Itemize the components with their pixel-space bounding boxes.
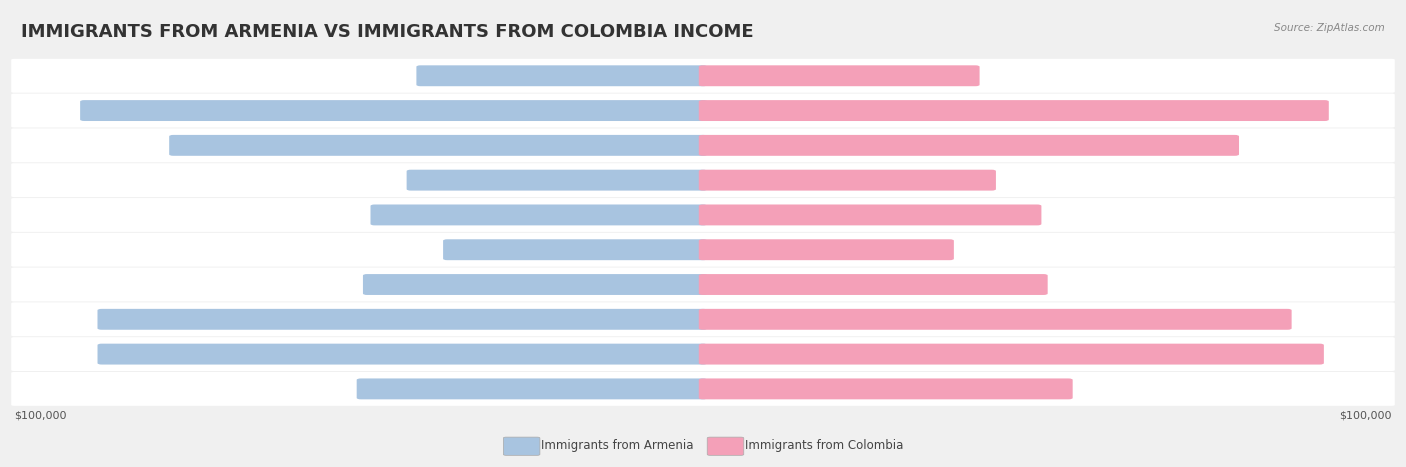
Text: $42,971: $42,971 <box>983 69 1031 82</box>
Text: $83,555: $83,555 <box>181 139 236 152</box>
Text: $57,658: $57,658 <box>1076 382 1123 396</box>
Text: $97,290: $97,290 <box>1257 347 1312 361</box>
Text: Median Household Income: Median Household Income <box>626 139 780 152</box>
Text: $40,340: $40,340 <box>392 243 440 256</box>
Text: Householder Age | 45 - 64 years: Householder Age | 45 - 64 years <box>607 347 799 361</box>
Text: $44,552: $44,552 <box>366 69 413 82</box>
Text: Source: ZipAtlas.com: Source: ZipAtlas.com <box>1274 23 1385 33</box>
Text: $53,974: $53,974 <box>305 382 354 396</box>
Text: IMMIGRANTS FROM ARMENIA VS IMMIGRANTS FROM COLOMBIA INCOME: IMMIGRANTS FROM ARMENIA VS IMMIGRANTS FR… <box>21 23 754 42</box>
Text: $98,067: $98,067 <box>1263 104 1316 117</box>
Text: $45,550: $45,550 <box>998 174 1047 187</box>
Text: $83,902: $83,902 <box>1173 139 1226 152</box>
Text: $46,094: $46,094 <box>356 174 404 187</box>
Text: $97,605: $97,605 <box>93 104 146 117</box>
Text: Per Capita Income: Per Capita Income <box>650 69 756 82</box>
Text: Median Male Earnings: Median Male Earnings <box>638 208 768 221</box>
Text: $94,867: $94,867 <box>110 313 165 326</box>
Text: $52,725: $52,725 <box>1045 208 1092 221</box>
Text: $100,000: $100,000 <box>1340 411 1392 421</box>
Text: $100,000: $100,000 <box>14 411 66 421</box>
Text: $51,793: $51,793 <box>319 208 368 221</box>
Text: $38,913: $38,913 <box>956 243 1005 256</box>
Text: $52,986: $52,986 <box>312 278 360 291</box>
Text: Householder Age | 25 - 44 years: Householder Age | 25 - 44 years <box>607 313 799 326</box>
Text: Median Female Earnings: Median Female Earnings <box>631 243 775 256</box>
Text: Householder Age | Over 65 years: Householder Age | Over 65 years <box>605 382 801 396</box>
Text: Immigrants from Armenia: Immigrants from Armenia <box>541 439 693 453</box>
Text: Householder Age | Under 25 years: Householder Age | Under 25 years <box>602 278 804 291</box>
Text: $53,714: $53,714 <box>1050 278 1099 291</box>
Text: $94,863: $94,863 <box>110 347 165 361</box>
Text: $92,204: $92,204 <box>1226 313 1279 326</box>
Text: Median Earnings: Median Earnings <box>654 174 752 187</box>
Text: Median Family Income: Median Family Income <box>637 104 769 117</box>
Text: Immigrants from Colombia: Immigrants from Colombia <box>745 439 904 453</box>
